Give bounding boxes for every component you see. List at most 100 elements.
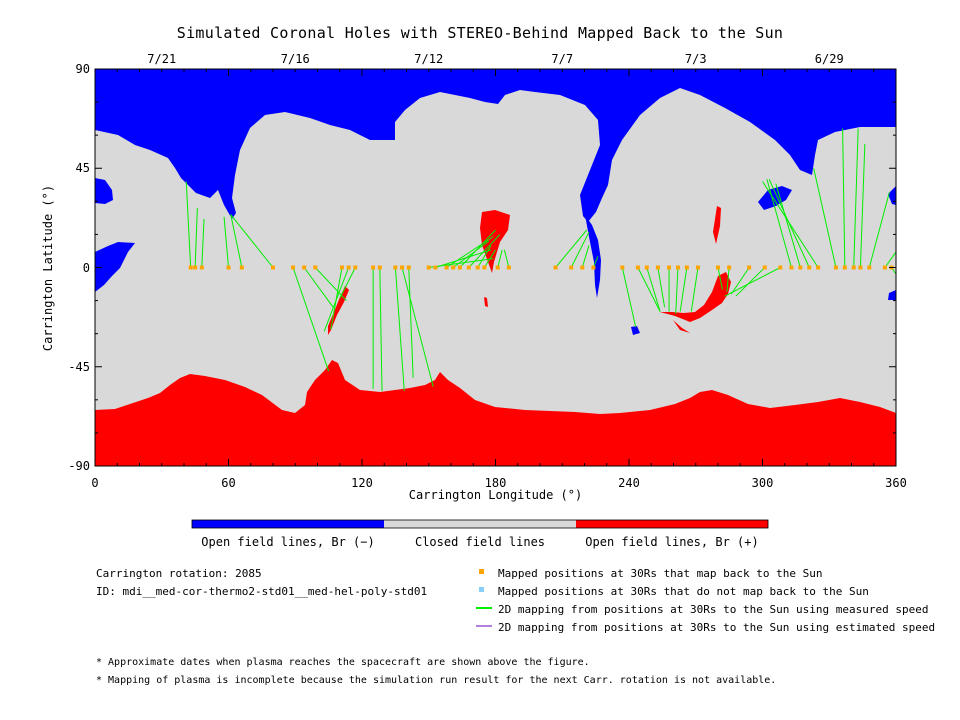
mapped-point [620, 265, 625, 270]
colorbar-positive [576, 520, 768, 528]
mapping-line [185, 181, 192, 268]
mapping-line [477, 245, 492, 268]
mapped-point [193, 265, 198, 270]
date-label: 7/3 [684, 52, 707, 66]
mapping-line [401, 267, 434, 387]
y-tick-label: -45 [68, 359, 90, 374]
colorbar-frame [191, 519, 769, 529]
y-axis-label: Carrington Latitude (°) [41, 184, 55, 352]
mapped-point [842, 265, 847, 270]
date-label: 7/12 [414, 52, 444, 66]
mapping-line [581, 245, 590, 268]
left-negative-patch [95, 178, 113, 204]
mapping-line [435, 249, 492, 268]
mapping-line [303, 267, 334, 308]
mapped-point [426, 265, 431, 270]
colorbar-label-closed: Closed field lines [414, 535, 546, 549]
colorbar-closed [384, 520, 576, 528]
x-tick-label: 60 [221, 476, 236, 490]
edge-negative-spot [888, 290, 896, 300]
mapping-line [657, 267, 666, 308]
mapped-point [393, 265, 398, 270]
mapping-line [339, 267, 356, 299]
mapping-line [468, 234, 501, 268]
mapped-point [506, 265, 511, 270]
mapping-line [452, 240, 490, 268]
legend-mapped-marker [479, 569, 484, 574]
mapped-point [635, 265, 640, 270]
mapping-line [223, 216, 229, 268]
mapping-line [555, 229, 588, 268]
mapping-line [859, 143, 866, 268]
mapped-point [644, 265, 649, 270]
positive-sliver [713, 206, 721, 244]
small-negative-spot [631, 326, 640, 335]
mapped-point [684, 265, 689, 270]
mapping-line [675, 267, 679, 314]
positive-region [660, 272, 731, 322]
mapped-point [807, 265, 812, 270]
mapping-line [853, 128, 859, 268]
mapping-line [762, 181, 819, 268]
mapped-point [199, 265, 204, 270]
mapping-line [717, 267, 723, 290]
mapping-line [884, 251, 896, 268]
x-tick-label: 300 [751, 476, 774, 490]
y-tick-label: 0 [82, 260, 90, 275]
mapped-point [377, 265, 382, 270]
mapping-line [483, 249, 496, 268]
mapping-line [646, 267, 661, 312]
south-positive-hole [95, 360, 896, 466]
x-tick-label: 0 [91, 476, 99, 490]
mapped-point [553, 265, 558, 270]
mapping-line [323, 267, 350, 332]
mapped-point [569, 265, 574, 270]
mapped-point [495, 265, 500, 270]
mapping-line [503, 249, 510, 268]
mapping-line [679, 267, 688, 312]
y-tick-label: 90 [75, 62, 90, 76]
y-tick-label: 45 [75, 161, 90, 176]
note-incomplete: * Mapping of plasma is incomplete becaus… [96, 675, 777, 686]
mapped-point [695, 265, 700, 270]
mapped-point [457, 265, 462, 270]
mapping-line [201, 218, 205, 268]
x-tick-label: 120 [351, 476, 373, 490]
mapped-point [400, 265, 405, 270]
y-tick-label: -90 [68, 459, 90, 473]
mapped-point [188, 265, 193, 270]
mapped-point [466, 265, 471, 270]
mapping-line [446, 236, 494, 268]
chart-title: Simulated Coronal Holes with STEREO-Behi… [176, 24, 784, 42]
mapping-line [497, 249, 503, 268]
mapped-point [239, 265, 244, 270]
mapping-line [726, 267, 730, 292]
mapped-point [716, 265, 720, 270]
mapped-point [482, 265, 487, 270]
mapping-line [637, 267, 661, 312]
legend-estimated-label: 2D mapping from positions at 30Rs to the… [498, 621, 936, 634]
mapped-point [433, 265, 438, 270]
north-positive-spot [480, 210, 510, 273]
mapped-point [667, 265, 672, 270]
equatorial-negative-patch [95, 242, 135, 292]
mapped-point [882, 265, 887, 270]
mapped-point [778, 265, 783, 270]
mapping-line [842, 128, 846, 268]
mapped-point [798, 265, 803, 270]
run-id: ID: mdi__med-cor-thermo2-std01__med-hel-… [96, 585, 428, 598]
colorbar-label-negative: Open field lines, Br (−) [201, 535, 375, 549]
legend-measured-label: 2D mapping from positions at 30Rs to the… [498, 603, 929, 616]
mapped-point [762, 265, 767, 270]
x-tick-label: 360 [885, 476, 907, 490]
date-label: 6/29 [814, 52, 844, 66]
mapped-point [833, 265, 838, 270]
mapped-point [406, 265, 411, 270]
mapped-point [675, 265, 680, 270]
mapping-line [379, 267, 383, 392]
mapped-point [655, 265, 660, 270]
right-negative-patch [758, 186, 792, 210]
mapped-point [353, 265, 358, 270]
mapped-point [816, 265, 821, 270]
